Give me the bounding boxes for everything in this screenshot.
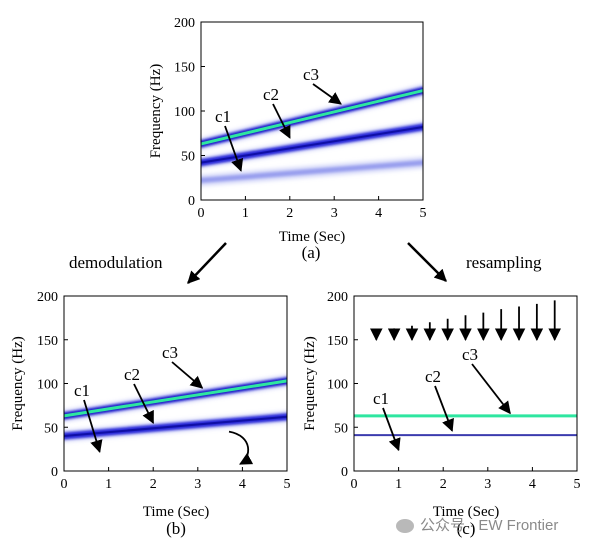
wechat-icon <box>396 519 414 534</box>
band-layer <box>200 126 424 164</box>
x-tick-label: 5 <box>574 477 581 492</box>
component-arrow-c1 <box>224 125 244 172</box>
band-layer <box>200 160 424 183</box>
series-band-c2 <box>63 411 288 442</box>
component-label-c2: c2 <box>425 367 441 386</box>
component-arrow-c1 <box>83 399 103 453</box>
x-tick-label: 4 <box>529 477 536 492</box>
y-tick-label: 50 <box>181 150 195 165</box>
y-tick-label: 150 <box>327 334 348 349</box>
y-tick-label: 50 <box>44 421 58 436</box>
x-tick-label: 4 <box>375 206 382 221</box>
component-arrow-c2 <box>434 385 454 432</box>
series-band-c3 <box>199 85 425 150</box>
watermark-text: 公众号 · EW Frontier <box>420 517 559 534</box>
x-tick-label: 1 <box>395 477 402 492</box>
y-tick-label: 100 <box>37 378 58 393</box>
component-arrow-c3 <box>312 83 342 105</box>
y-tick-label: 200 <box>37 290 58 305</box>
curved-arrow <box>228 430 254 465</box>
component-arrow-c2 <box>133 383 155 425</box>
y-tick-label: 0 <box>188 194 195 209</box>
x-tick-label: 2 <box>440 477 447 492</box>
component-label-c1: c1 <box>74 381 90 400</box>
y-tick-label: 200 <box>174 16 195 31</box>
x-tick-label: 0 <box>61 477 68 492</box>
y-tick-label: 150 <box>37 334 58 349</box>
panel-caption: (c) <box>457 519 476 538</box>
component-arrow-c3 <box>171 361 204 389</box>
x-tick-label: 0 <box>198 206 205 221</box>
watermark: 公众号 · EW Frontier <box>396 514 558 535</box>
x-axis-label: Time (Sec) <box>433 504 500 520</box>
x-tick-label: 2 <box>150 477 157 492</box>
x-axis-label: Time (Sec) <box>279 229 346 245</box>
demodulation-label: demodulation <box>69 253 163 272</box>
band-layer <box>63 415 288 437</box>
x-tick-label: 3 <box>331 206 338 221</box>
component-label-c3: c3 <box>162 343 178 362</box>
band-layer <box>200 89 424 146</box>
series-band-c2 <box>200 121 424 169</box>
component-arrow-c1 <box>382 407 401 452</box>
x-tick-label: 3 <box>194 477 201 492</box>
band-layer <box>63 379 288 418</box>
component-label-c2: c2 <box>263 85 279 104</box>
x-tick-label: 4 <box>239 477 246 492</box>
panel-caption: (b) <box>166 519 186 538</box>
component-arrow-c2 <box>272 103 291 139</box>
component-label-c2: c2 <box>124 365 140 384</box>
y-axis-label: Frequency (Hz) <box>148 64 164 159</box>
series-band-c1 <box>200 157 424 186</box>
resampling-label: resampling <box>466 253 542 272</box>
panel-caption: (a) <box>302 243 321 262</box>
resampling-transition: resampling <box>407 242 542 282</box>
y-tick-label: 100 <box>327 378 348 393</box>
y-tick-label: 50 <box>334 421 348 436</box>
component-label-c3: c3 <box>462 345 478 364</box>
x-tick-label: 1 <box>105 477 112 492</box>
x-tick-label: 1 <box>242 206 249 221</box>
demodulation-transition: demodulation <box>69 242 227 284</box>
y-tick-label: 0 <box>51 465 58 480</box>
component-label-c1: c1 <box>215 107 231 126</box>
x-tick-label: 5 <box>420 206 427 221</box>
x-tick-label: 2 <box>286 206 293 221</box>
component-arrow-c3 <box>471 363 511 415</box>
demodulation-arrow <box>187 242 227 284</box>
x-tick-label: 5 <box>284 477 291 492</box>
y-tick-label: 150 <box>174 61 195 76</box>
x-tick-label: 3 <box>484 477 491 492</box>
component-label-c1: c1 <box>373 389 389 408</box>
component-label-c3: c3 <box>303 65 319 84</box>
y-axis-label: Frequency (Hz) <box>10 336 26 431</box>
y-axis-label: Frequency (Hz) <box>302 336 318 431</box>
x-axis-label: Time (Sec) <box>143 504 210 520</box>
y-tick-label: 0 <box>341 465 348 480</box>
resampling-arrow <box>407 242 447 282</box>
x-tick-label: 0 <box>351 477 358 492</box>
y-tick-label: 100 <box>174 105 195 120</box>
series-band-c3 <box>63 375 288 422</box>
y-tick-label: 200 <box>327 290 348 305</box>
